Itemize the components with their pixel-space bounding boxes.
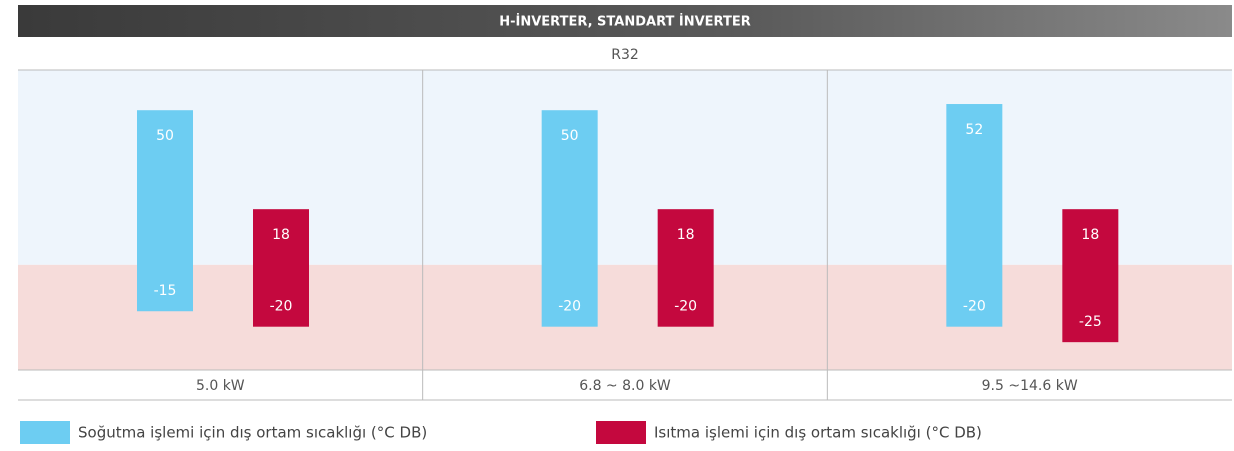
range-bar xyxy=(657,209,714,327)
value-label-high: 18 xyxy=(1081,227,1099,243)
range-bar xyxy=(1062,209,1119,343)
value-label-high: 50 xyxy=(156,128,174,144)
positive-zone xyxy=(18,70,1232,265)
value-label-high: 18 xyxy=(272,227,290,243)
range-bar xyxy=(253,209,309,327)
category-label: 9.5 ~14.6 kW xyxy=(982,378,1078,394)
header-bar xyxy=(18,5,1232,37)
value-label-high: 52 xyxy=(965,122,983,138)
value-label-low: -15 xyxy=(154,283,177,299)
legend-swatch xyxy=(20,421,70,444)
legend-label: Soğutma işlemi için dış ortam sıcaklığı … xyxy=(78,424,427,442)
category-label: 6.8 ~ 8.0 kW xyxy=(579,378,671,394)
value-label-low: -20 xyxy=(963,299,986,315)
range-bar xyxy=(541,110,598,327)
value-label-low: -20 xyxy=(270,299,293,315)
chart-subtitle: R32 xyxy=(611,47,639,63)
legend-label: Isıtma işlemi için dış ortam sıcaklığı (… xyxy=(654,424,982,442)
legend-swatch xyxy=(596,421,646,444)
value-label-high: 18 xyxy=(677,227,695,243)
value-label-low: -20 xyxy=(674,299,697,315)
negative-zone xyxy=(18,264,1232,370)
chart-title: H-İNVERTER, STANDART İNVERTER xyxy=(499,14,751,30)
value-label-low: -25 xyxy=(1079,314,1102,330)
value-label-high: 50 xyxy=(561,128,579,144)
range-bar xyxy=(137,110,193,312)
category-label: 5.0 kW xyxy=(196,378,245,394)
value-label-low: -20 xyxy=(558,299,581,315)
range-bar xyxy=(946,104,1003,327)
